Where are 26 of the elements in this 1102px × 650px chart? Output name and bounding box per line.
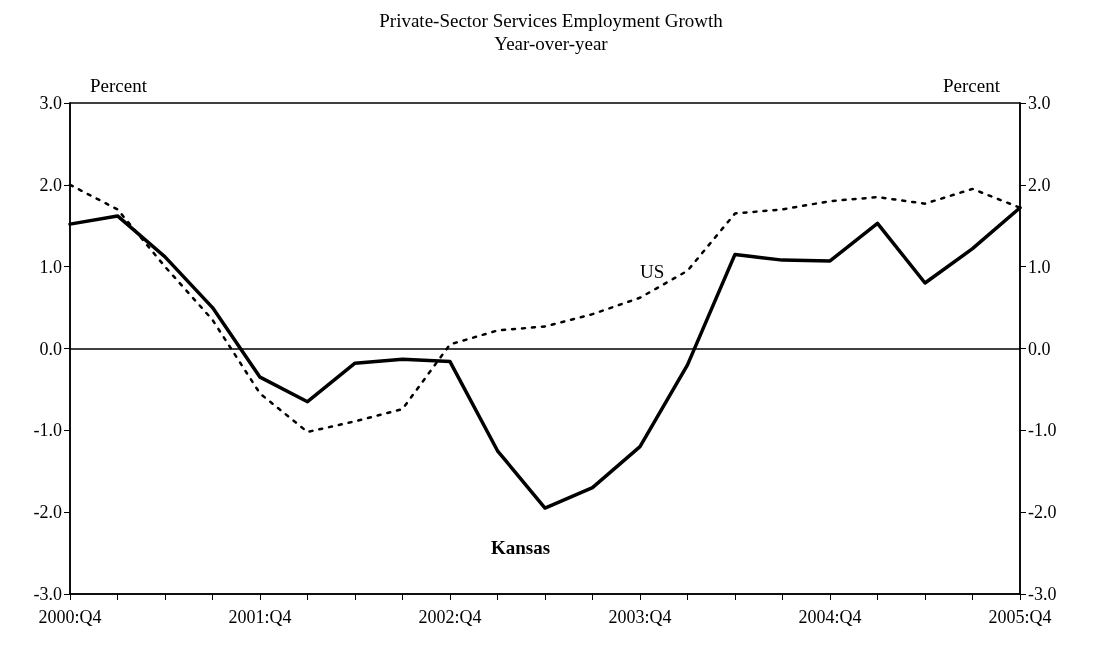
y2-tick-label: -1.0 bbox=[1028, 420, 1057, 441]
chart-subtitle: Year-over-year bbox=[494, 33, 609, 54]
chart-title: Private-Sector Services Employment Growth bbox=[379, 10, 724, 31]
x-tick-label: 2001:Q4 bbox=[228, 607, 292, 627]
x-tick-label: 2000:Q4 bbox=[38, 607, 102, 627]
y-tick-label: -2.0 bbox=[33, 502, 62, 523]
y2-axis-title: Percent bbox=[943, 75, 1001, 96]
y2-tick-label: -2.0 bbox=[1028, 502, 1057, 523]
series-label: US bbox=[640, 261, 665, 282]
y2-tick-label: 1.0 bbox=[1028, 256, 1051, 277]
x-tick-label: 2002:Q4 bbox=[418, 607, 482, 627]
y2-tick-label: 3.0 bbox=[1028, 93, 1051, 113]
y2-tick-label: 0.0 bbox=[1028, 338, 1051, 359]
x-tick-label: 2005:Q4 bbox=[988, 607, 1052, 627]
x-tick-label: 2003:Q4 bbox=[608, 607, 672, 627]
y-tick-label: 0.0 bbox=[39, 338, 62, 359]
x-tick-label: 2004:Q4 bbox=[798, 607, 862, 627]
y-tick-label: -3.0 bbox=[33, 584, 62, 604]
y-tick-label: 2.0 bbox=[39, 174, 62, 195]
y-tick-label: -1.0 bbox=[33, 420, 62, 441]
y-tick-label: 3.0 bbox=[39, 93, 62, 113]
y-axis-title: Percent bbox=[90, 75, 148, 96]
series-label: Kansas bbox=[491, 537, 551, 558]
y2-tick-label: 2.0 bbox=[1028, 174, 1051, 195]
y-tick-label: 1.0 bbox=[39, 256, 62, 277]
y2-tick-label: -3.0 bbox=[1028, 584, 1057, 604]
